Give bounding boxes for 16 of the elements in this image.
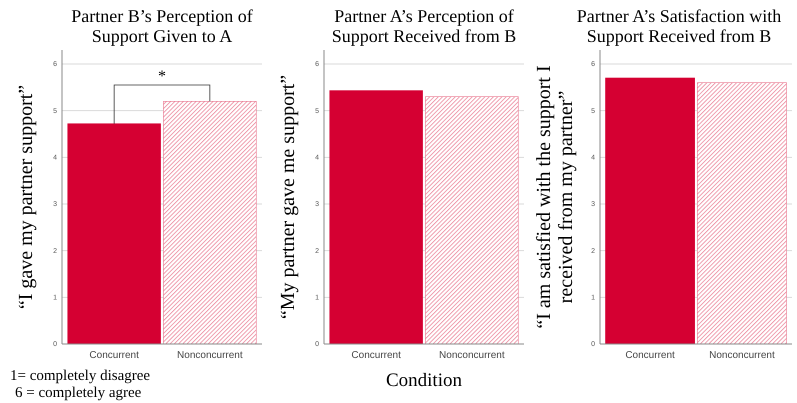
y-axis-title: “I gave my partner support” bbox=[15, 84, 37, 310]
x-tick-label: Nonconcurrent bbox=[177, 350, 243, 361]
x-tick-label: Concurrent bbox=[351, 350, 402, 361]
x-tick-label: Nonconcurrent bbox=[709, 350, 775, 361]
chart-title: Partner A’s Perception of Support Received from B bbox=[332, 6, 516, 46]
text: 1= completely disagree bbox=[10, 368, 150, 384]
x-tick-label: Nonconcurrent bbox=[439, 350, 505, 361]
chart-title: Partner A’s Satisfaction with Support Received from B bbox=[576, 6, 782, 46]
y-axis-title: “I am satisfied with the support I received from my partner” bbox=[533, 65, 577, 329]
y-axis-title: “My partner gave me support” bbox=[277, 74, 299, 320]
text: 6 = completely agree bbox=[15, 385, 142, 401]
x-tick-label: Concurrent bbox=[89, 350, 140, 361]
chart-title: Partner B’s Perception of Support Given to A bbox=[71, 6, 253, 46]
annotation: * bbox=[158, 68, 166, 85]
x-axis-title: Condition bbox=[386, 370, 462, 391]
x-tick-label: Concurrent bbox=[625, 350, 676, 361]
